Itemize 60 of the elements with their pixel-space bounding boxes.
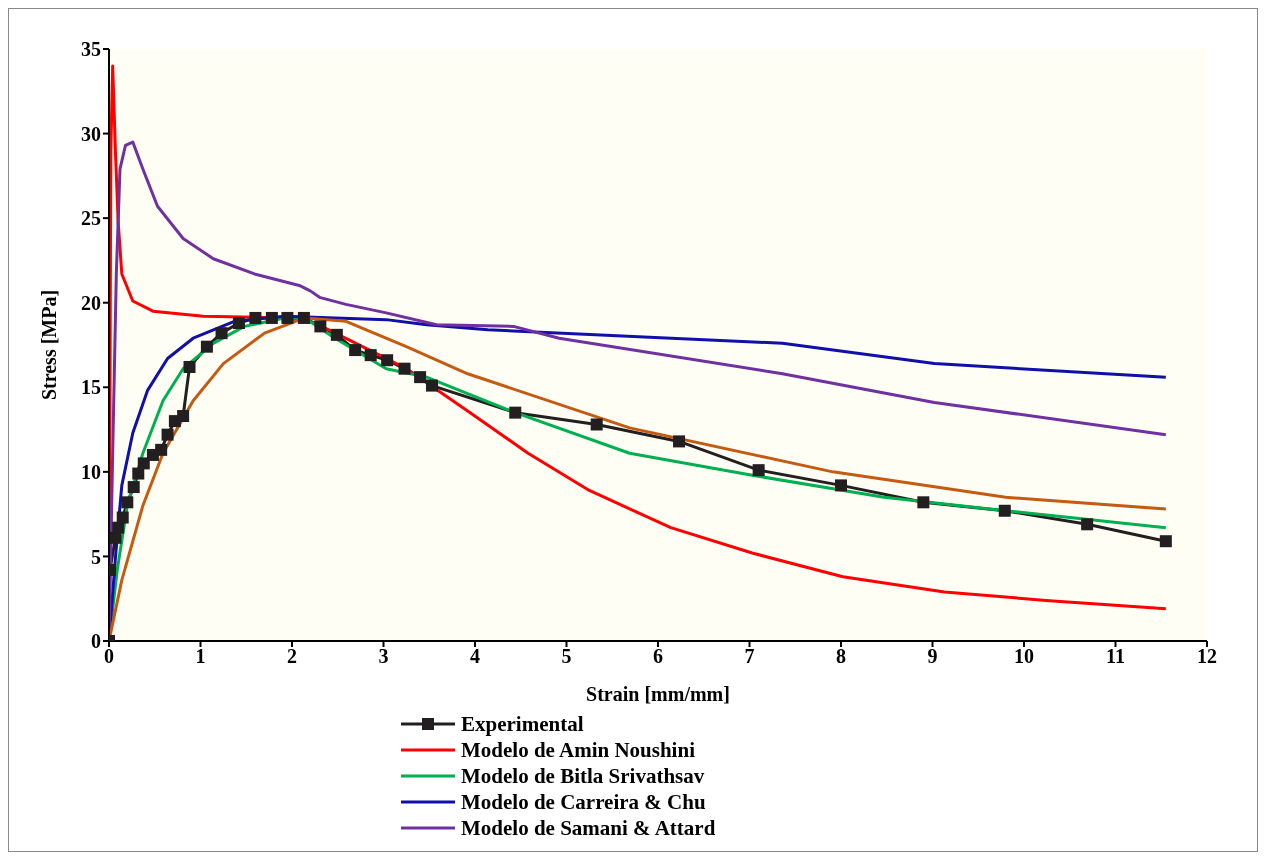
point bbox=[183, 360, 196, 373]
y-tick-label: 10 bbox=[81, 460, 101, 483]
y-tick-label: 0 bbox=[91, 630, 101, 653]
point bbox=[1159, 535, 1172, 548]
x-axis-title: Strain [mm/mm] bbox=[586, 683, 730, 705]
legend-label: Modelo de Amin Noushini bbox=[461, 737, 695, 763]
y-tick-label: 30 bbox=[81, 122, 101, 145]
y-tick-label: 35 bbox=[81, 38, 101, 61]
point bbox=[127, 481, 140, 494]
x-tick-label: 5 bbox=[561, 645, 572, 668]
point bbox=[232, 317, 245, 330]
point bbox=[835, 479, 847, 492]
point bbox=[1081, 518, 1094, 531]
point bbox=[917, 496, 930, 509]
x-tick-label: 4 bbox=[470, 645, 480, 668]
x-tick-label: 1 bbox=[195, 645, 206, 668]
x-tick-label: 12 bbox=[1197, 645, 1217, 668]
legend-label: Modelo de Carreira & Chu bbox=[461, 789, 706, 815]
y-tick-label: 25 bbox=[81, 207, 101, 230]
point bbox=[398, 362, 411, 375]
point bbox=[265, 311, 278, 324]
x-tick-label: 2 bbox=[287, 645, 297, 668]
point bbox=[364, 349, 377, 362]
y-tick-label: 15 bbox=[81, 376, 101, 399]
point bbox=[137, 457, 150, 470]
point bbox=[132, 467, 145, 480]
point bbox=[590, 418, 603, 431]
point bbox=[349, 344, 362, 357]
point bbox=[281, 311, 294, 324]
point bbox=[116, 511, 129, 524]
point bbox=[177, 410, 190, 423]
point bbox=[161, 428, 174, 441]
x-tick-label: 9 bbox=[927, 645, 938, 668]
point bbox=[673, 435, 686, 448]
legend-label: Experimental bbox=[461, 711, 584, 737]
point bbox=[200, 340, 213, 353]
y-tick-label: 5 bbox=[91, 545, 101, 568]
x-tick-label: 10 bbox=[1014, 645, 1034, 668]
point bbox=[249, 311, 262, 324]
point bbox=[297, 311, 310, 324]
y-axis-title: Stress [MPa] bbox=[38, 289, 61, 401]
legend-label: Modelo de Bitla Srivathsav bbox=[461, 763, 705, 789]
point bbox=[314, 320, 327, 333]
point bbox=[381, 354, 394, 367]
x-tick-label: 8 bbox=[836, 645, 846, 668]
x-tick-label: 6 bbox=[653, 645, 663, 668]
point bbox=[426, 379, 438, 392]
point bbox=[998, 504, 1011, 517]
x-tick-label: 3 bbox=[378, 645, 389, 668]
point bbox=[215, 327, 228, 340]
point bbox=[752, 464, 765, 477]
point bbox=[330, 328, 343, 341]
legend-label: Modelo de Samani & Attard bbox=[461, 815, 716, 841]
point bbox=[509, 406, 522, 419]
x-tick-label: 7 bbox=[744, 645, 755, 668]
y-tick-label: 20 bbox=[81, 291, 101, 314]
point bbox=[155, 443, 168, 456]
point bbox=[414, 371, 427, 384]
point bbox=[121, 496, 134, 509]
x-tick-label: 11 bbox=[1106, 645, 1125, 668]
